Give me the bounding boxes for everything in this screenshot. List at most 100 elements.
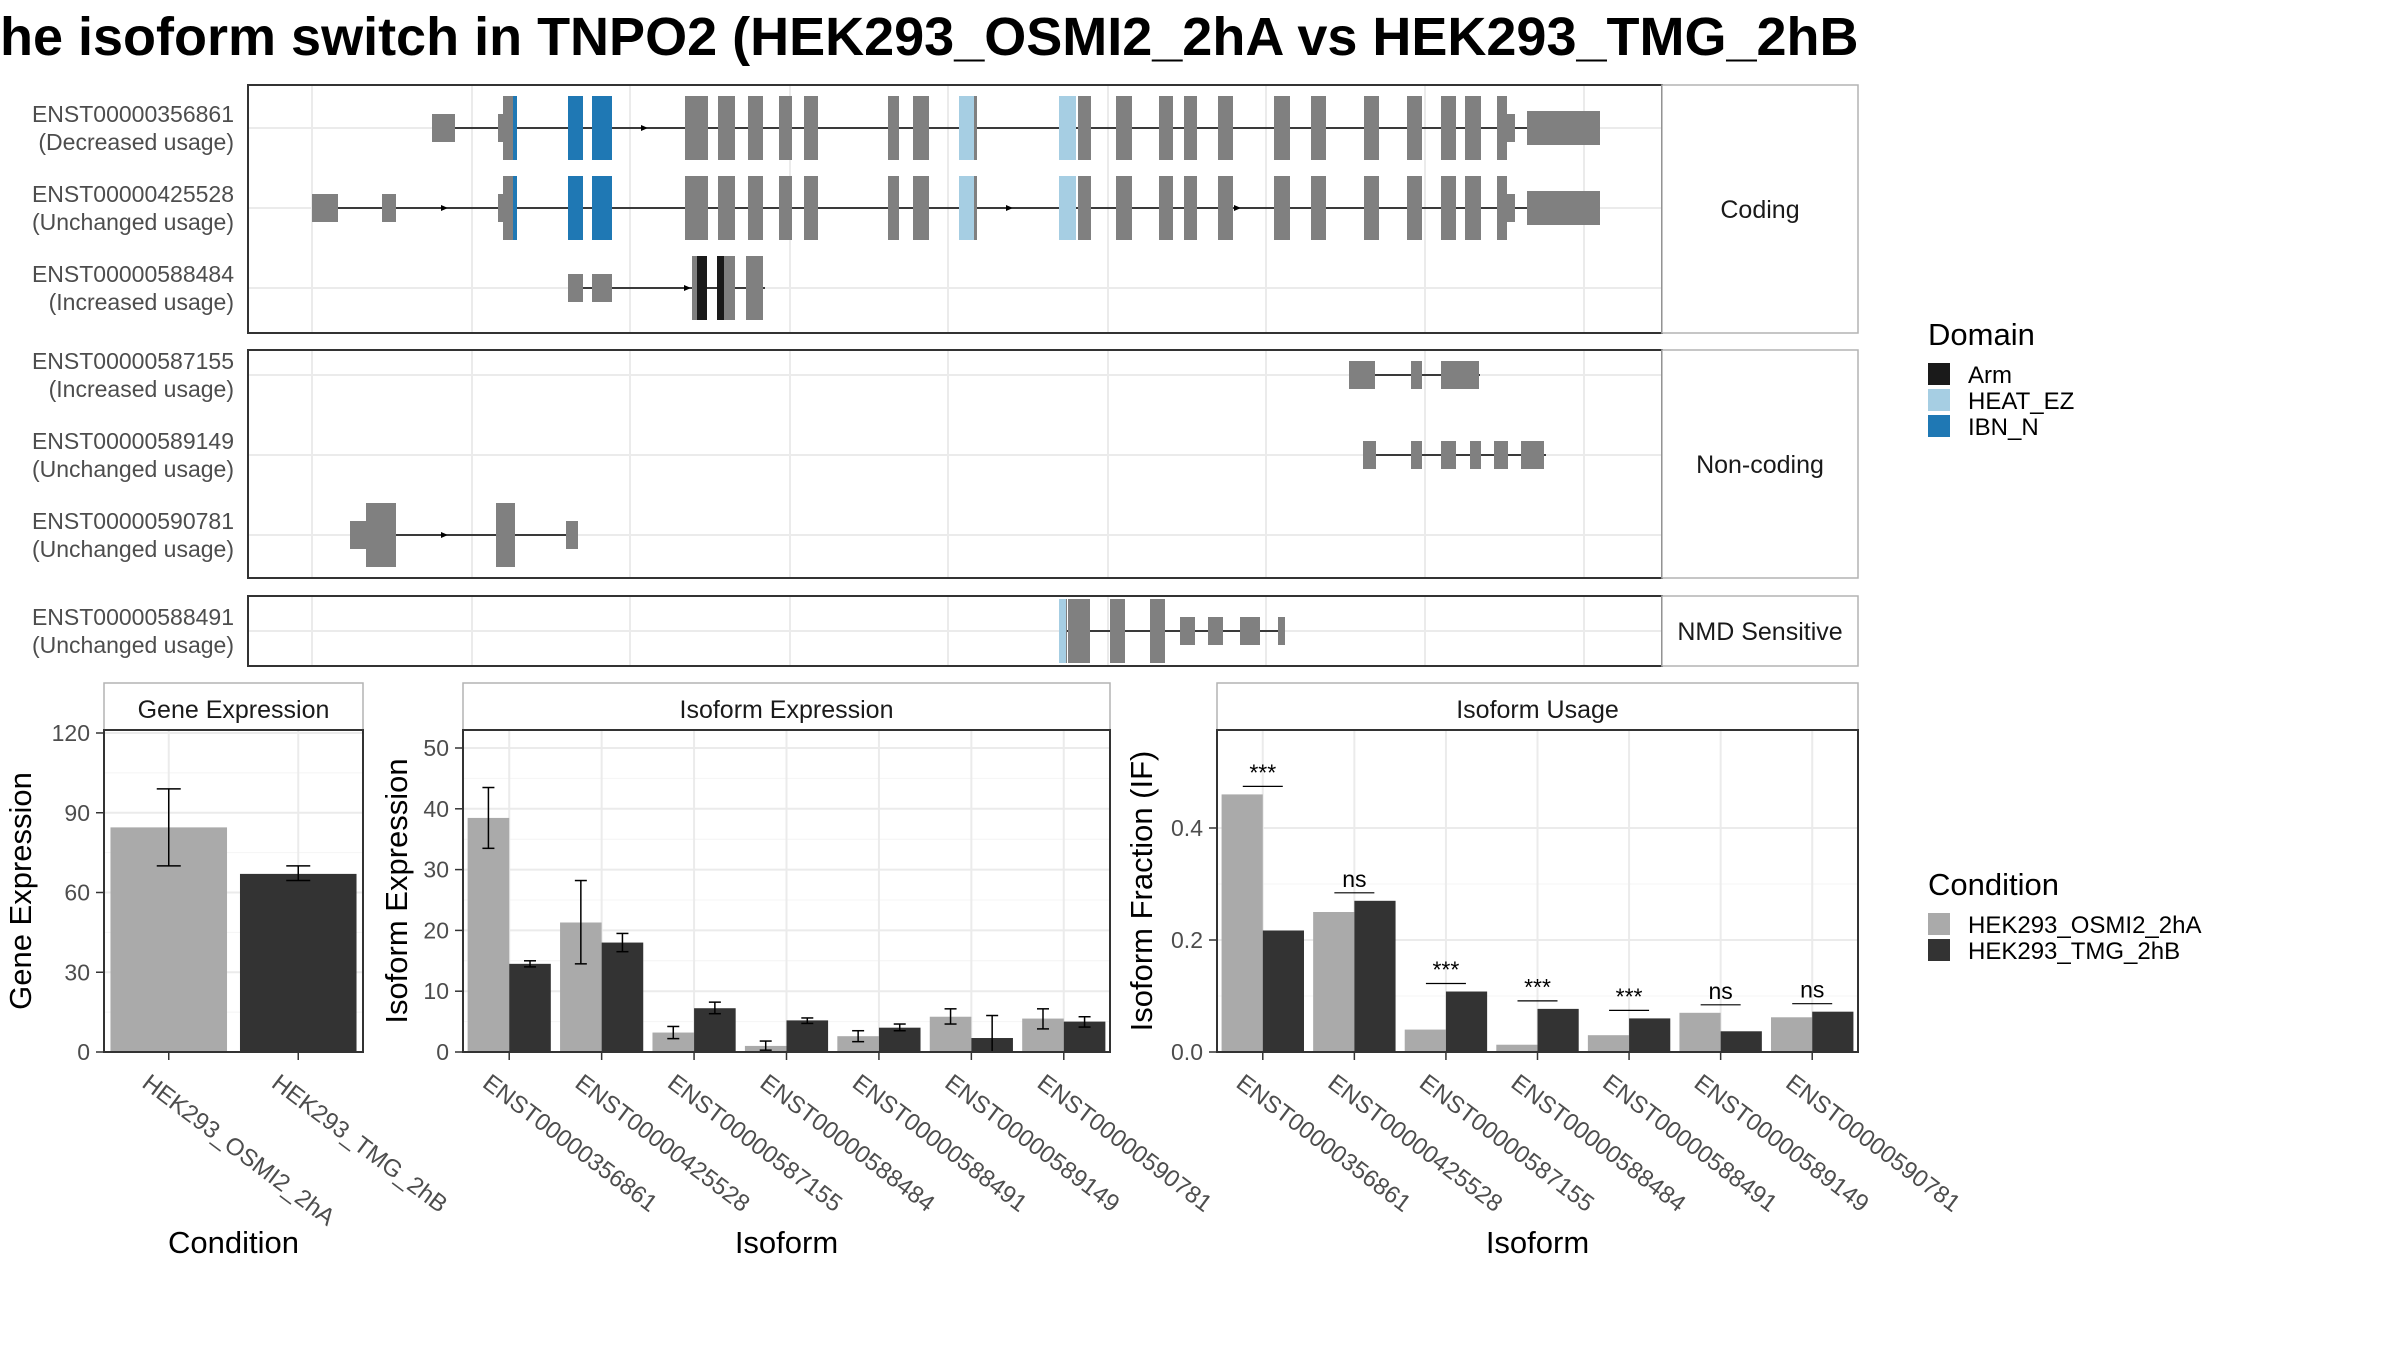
bar xyxy=(694,1008,736,1052)
y-axis-label: Isoform Expression xyxy=(379,758,414,1023)
exon xyxy=(1441,96,1456,160)
transcript-id-label: ENST00000588484 xyxy=(32,261,234,287)
plot-border xyxy=(1216,729,1859,1053)
chart-title: Isoform Expression xyxy=(680,696,894,724)
domain-heat xyxy=(1059,96,1076,160)
strand-arrow xyxy=(1006,205,1013,211)
facet-strip xyxy=(1661,84,1859,334)
transcript-usage-label: (Decreased usage) xyxy=(38,129,234,155)
transcript-ENST00000589149 xyxy=(1363,441,1546,469)
y-tick-label: 30 xyxy=(423,857,449,883)
y-tick-label: 120 xyxy=(52,720,90,746)
exon xyxy=(432,114,455,142)
exon xyxy=(1505,194,1515,222)
bar xyxy=(1720,1031,1762,1052)
transcript-ENST00000588484 xyxy=(568,256,765,320)
transcript-id-label: ENST00000590781 xyxy=(32,508,234,534)
domain-heat xyxy=(959,176,974,240)
domain-ibn xyxy=(568,96,583,160)
plot-border xyxy=(462,729,1111,1053)
transcript-usage-label: (Increased usage) xyxy=(49,289,234,315)
strand-arrow xyxy=(684,285,691,291)
exon xyxy=(748,256,763,320)
exon xyxy=(312,194,338,222)
transcript-ENST00000356861 xyxy=(432,96,1600,160)
exon xyxy=(1078,176,1091,240)
transcript-usage-label: (Unchanged usage) xyxy=(32,209,234,235)
exon xyxy=(1497,176,1507,240)
y-axis-label: Isoform Fraction (IF) xyxy=(1124,751,1159,1032)
exon xyxy=(1494,441,1508,469)
exon xyxy=(1441,441,1456,469)
exon xyxy=(496,503,515,567)
plot-border xyxy=(103,729,364,1053)
strand-arrow xyxy=(1234,205,1241,211)
exon xyxy=(1470,441,1481,469)
domain-ibn xyxy=(592,176,612,240)
exon xyxy=(804,176,818,240)
exon xyxy=(366,503,396,567)
error-bar xyxy=(708,1001,721,1015)
exon xyxy=(779,176,792,240)
legend-swatch xyxy=(1928,389,1950,411)
figure-title: he isoform switch in TNPO2 (HEK293_OSMI2… xyxy=(0,7,1859,67)
isoform-expression-chart: Isoform Expression 0 10 20 30 40 50 ENST0000035… xyxy=(379,682,1217,1260)
exon xyxy=(748,176,763,240)
bar xyxy=(1812,1011,1854,1052)
y-tick-label: 0.2 xyxy=(1171,927,1203,953)
significance-label: *** xyxy=(1616,983,1643,1009)
exon xyxy=(1311,96,1326,160)
bar xyxy=(1629,1018,1671,1052)
strand-arrow xyxy=(441,532,448,538)
exon xyxy=(1278,617,1285,645)
exon xyxy=(888,96,899,160)
exon xyxy=(1218,176,1233,240)
significance-label: ns xyxy=(1342,866,1366,892)
structure-panel-bg xyxy=(248,350,1662,578)
bar xyxy=(1771,1017,1813,1052)
bar xyxy=(467,817,510,1052)
exon xyxy=(1521,441,1530,469)
y-tick-label: 30 xyxy=(64,959,90,985)
transcript-usage-label: (Unchanged usage) xyxy=(32,632,234,658)
error-bar xyxy=(759,1040,772,1051)
exon xyxy=(1218,96,1233,160)
exon xyxy=(718,96,735,160)
bar xyxy=(1445,991,1488,1052)
exon xyxy=(1311,176,1326,240)
exon xyxy=(1184,96,1197,160)
exon xyxy=(1364,96,1379,160)
legend-swatch xyxy=(1928,913,1950,935)
exon xyxy=(1441,361,1479,389)
exon xyxy=(1411,441,1422,469)
x-axis-label: Isoform xyxy=(1486,1225,1589,1260)
exon xyxy=(1116,176,1132,240)
exon xyxy=(1407,176,1422,240)
y-tick-label: 10 xyxy=(423,978,449,1004)
y-tick-label: 90 xyxy=(64,800,90,826)
error-bar xyxy=(574,879,587,965)
transcript-id-label: ENST00000588491 xyxy=(32,604,234,630)
exon xyxy=(1527,191,1600,225)
x-tick-label: ENST00000356861 xyxy=(478,1069,663,1217)
significance-label: ns xyxy=(1800,977,1824,1003)
bar xyxy=(601,942,644,1052)
legend-label: HEK293_OSMI2_2hA xyxy=(1968,912,2201,939)
significance-label: *** xyxy=(1249,759,1276,785)
y-tick-label: 20 xyxy=(423,917,449,943)
x-axis-label: Isoform xyxy=(735,1225,838,1260)
exon xyxy=(1208,617,1223,645)
significance-label: *** xyxy=(1524,974,1551,1000)
exon xyxy=(1274,176,1290,240)
strand-arrow xyxy=(641,125,648,131)
exon xyxy=(1150,599,1165,663)
exon xyxy=(1465,176,1481,240)
transcript-structure-panels: ENST00000356861(Decreased usage) ENST0000… xyxy=(32,84,1859,667)
exon xyxy=(1364,176,1379,240)
legend-label: HEK293_TMG_2hB xyxy=(1968,938,2180,965)
exon xyxy=(1465,96,1481,160)
exon xyxy=(350,521,368,549)
y-tick-label: 60 xyxy=(64,880,90,906)
exon xyxy=(1078,96,1091,160)
